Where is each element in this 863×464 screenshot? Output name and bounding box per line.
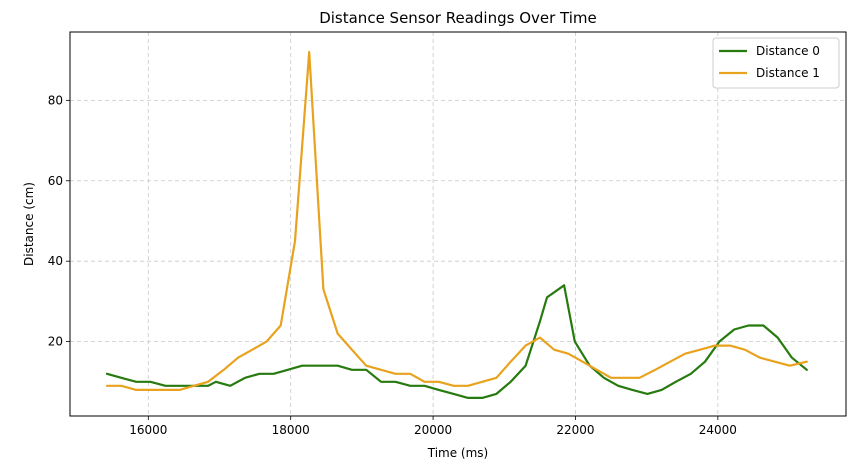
x-tick-label: 16000 bbox=[129, 423, 167, 437]
chart-title: Distance Sensor Readings Over Time bbox=[319, 9, 597, 27]
y-tick-label: 40 bbox=[48, 254, 63, 268]
x-tick-label: 22000 bbox=[556, 423, 594, 437]
y-axis-label: Distance (cm) bbox=[22, 182, 36, 266]
x-tick-label: 24000 bbox=[699, 423, 737, 437]
series-line-0 bbox=[105, 284, 808, 399]
y-tick-label: 60 bbox=[48, 174, 63, 188]
y-tick-label: 20 bbox=[48, 335, 63, 349]
series-line-1 bbox=[105, 50, 808, 391]
axis-ticks: 16000 18000 20000 22000 24000 20 40 60 80 bbox=[48, 93, 737, 437]
series-lines bbox=[105, 50, 808, 399]
grid bbox=[70, 32, 846, 416]
legend-label-1: Distance 1 bbox=[756, 66, 820, 80]
plot-area-frame bbox=[69, 31, 847, 417]
x-tick-label: 18000 bbox=[272, 423, 310, 437]
legend-label-0: Distance 0 bbox=[756, 44, 820, 58]
x-tick-label: 20000 bbox=[414, 423, 452, 437]
y-tick-label: 80 bbox=[48, 93, 63, 107]
x-axis-label: Time (ms) bbox=[427, 446, 489, 460]
legend: Distance 0 Distance 1 bbox=[712, 37, 840, 89]
